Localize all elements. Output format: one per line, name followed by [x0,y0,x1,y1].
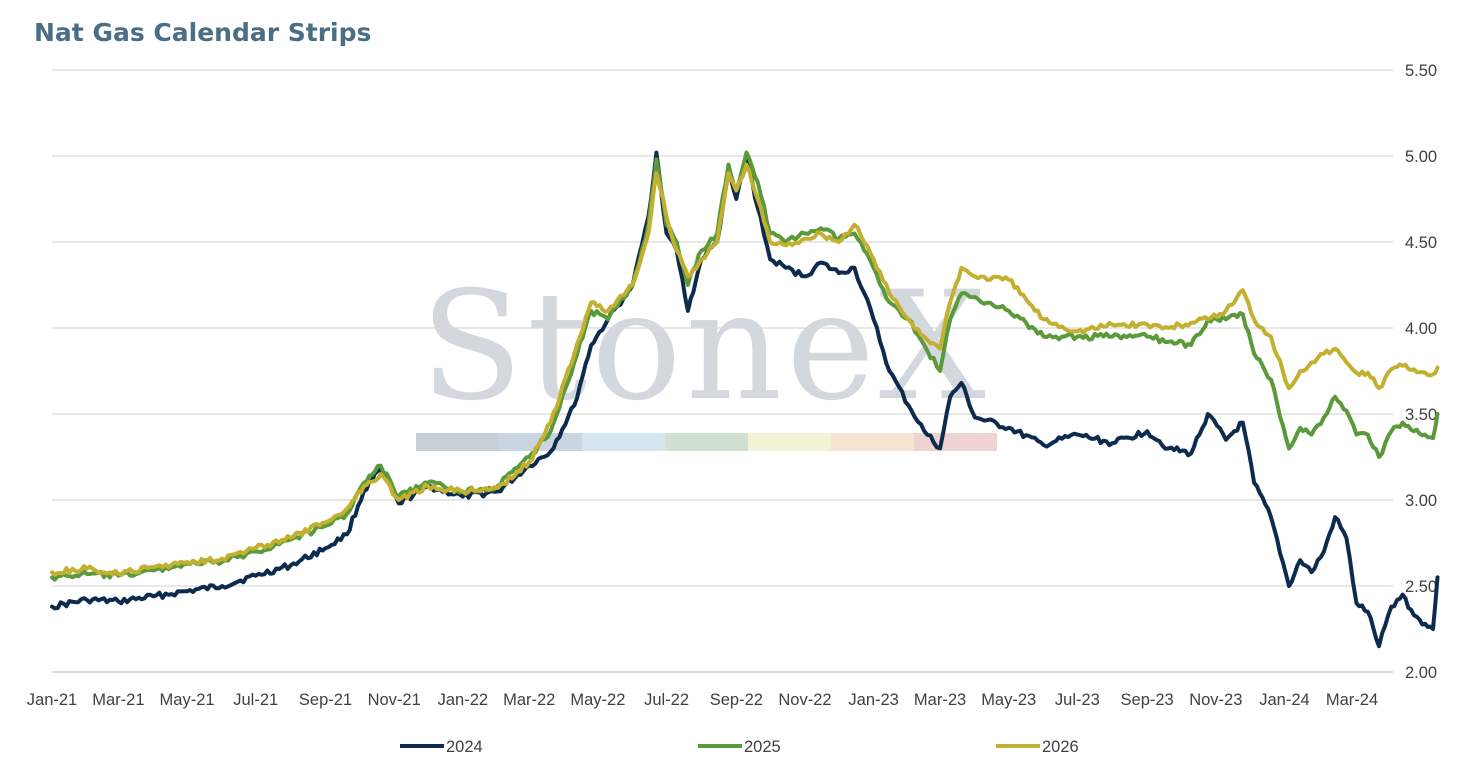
x-tick-label: Mar-24 [1326,691,1378,709]
x-tick-label: Jul-21 [233,691,278,709]
x-tick-label: Sep-21 [299,691,352,709]
y-tick-label: 5.00 [1405,148,1437,166]
x-tick-label: Sep-22 [710,691,763,709]
x-tick-label: Jan-21 [27,691,77,709]
y-tick-label: 4.50 [1405,234,1437,252]
watermark-text: StoneX [420,260,990,434]
x-tick-label: Nov-23 [1189,691,1242,709]
x-tick-label: Mar-23 [914,691,966,709]
x-tick-label: Jul-23 [1055,691,1100,709]
x-tick-label: Nov-22 [778,691,831,709]
series-line-2026 [50,162,1440,577]
x-tick-label: May-22 [570,691,625,709]
x-tick-label: Jan-24 [1259,691,1309,709]
x-tick-label: Sep-23 [1121,691,1174,709]
legend-label: 2025 [744,738,781,756]
x-tick-label: Nov-21 [368,691,421,709]
x-tick-label: Mar-21 [92,691,144,709]
x-tick-label: Jul-22 [644,691,689,709]
x-tick-label: May-21 [160,691,215,709]
legend-label: 2024 [446,738,483,756]
y-tick-label: 5.50 [1405,62,1437,80]
x-tick-label: Jan-22 [438,691,488,709]
legend: 2024 2025 2026 [400,738,1079,756]
stonex-watermark: StoneX [416,260,997,451]
chart-title: Nat Gas Calendar Strips [34,18,372,47]
x-tick-label: May-23 [981,691,1036,709]
y-axis: 2.00 2.50 3.00 3.50 4.00 4.50 5.00 5.50 [1405,62,1437,682]
y-tick-label: 3.00 [1405,492,1437,510]
series-lines [50,150,1440,649]
x-tick-label: Mar-22 [503,691,555,709]
x-axis: Jan-21 Mar-21 May-21 Jul-21 Sep-21 Nov-21 Jan-… [27,691,1378,709]
y-tick-label: 4.00 [1405,320,1437,338]
y-tick-label: 2.00 [1405,664,1437,682]
y-tick-label: 3.50 [1405,406,1437,424]
x-tick-label: Jan-23 [848,691,898,709]
legend-label: 2026 [1042,738,1079,756]
y-tick-label: 2.50 [1405,578,1437,596]
